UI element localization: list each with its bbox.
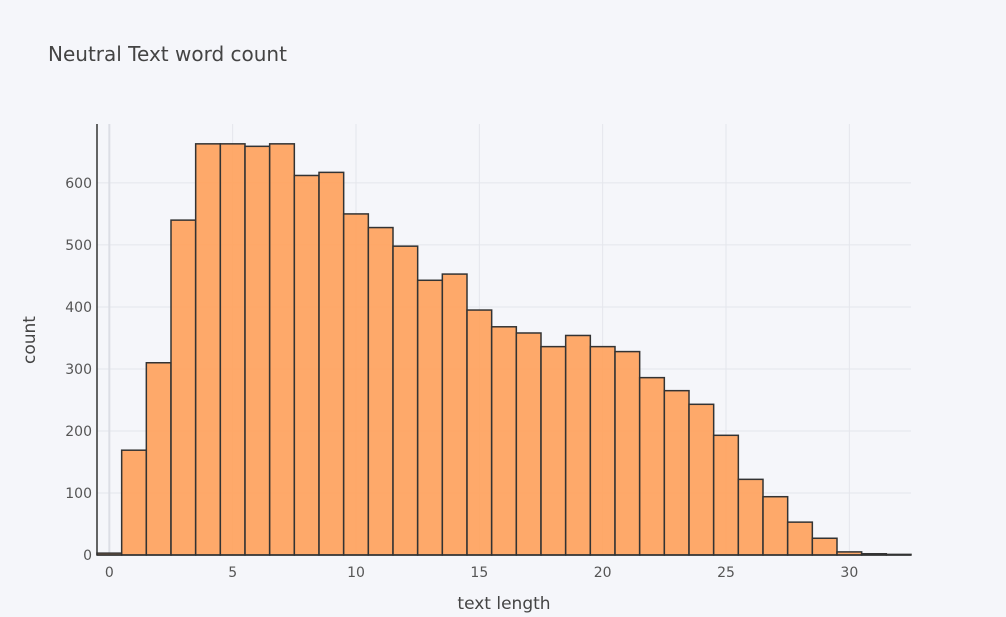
histogram-bar (515, 332, 542, 556)
histogram-bar (342, 213, 370, 556)
histogram-bar (392, 245, 419, 556)
histogram-bar (293, 174, 320, 556)
chart-title: Neutral Text word count (48, 42, 287, 66)
histogram-bar (786, 521, 814, 556)
histogram-bar (219, 143, 246, 556)
histogram-bar (244, 145, 271, 556)
y-tick-label: 600 (65, 176, 92, 192)
y-tick-label: 100 (65, 486, 92, 502)
x-tick-label: 10 (347, 565, 365, 581)
histogram-bar (441, 273, 468, 556)
x-axis-title: text length (457, 594, 550, 614)
histogram-bar (589, 345, 616, 556)
y-tick-label: 0 (83, 548, 92, 564)
histogram-bar (811, 537, 838, 556)
histogram-bar (416, 279, 444, 556)
x-tick-label: 5 (228, 565, 237, 581)
histogram-bar (762, 495, 789, 556)
y-tick-label: 300 (65, 362, 92, 378)
histogram-bar (712, 434, 740, 556)
histogram-bar (490, 326, 518, 556)
histogram-bar (120, 449, 148, 556)
y-tick-label: 400 (65, 300, 92, 316)
bars (96, 143, 912, 556)
x-tick-label: 25 (717, 565, 735, 581)
x-tick-label: 20 (594, 565, 612, 581)
y-tick-label: 200 (65, 424, 92, 440)
histogram-bar (145, 362, 172, 556)
histogram-bar (663, 389, 690, 556)
histogram-bar (466, 309, 493, 556)
x-tick-label: 30 (840, 565, 858, 581)
histogram-bar (367, 226, 394, 556)
histogram-bar (540, 345, 567, 556)
histogram-bar (268, 143, 296, 556)
histogram-bar (170, 219, 197, 556)
histogram-bar (194, 143, 222, 556)
histogram-bar (638, 376, 666, 556)
x-tick-label: 0 (105, 565, 114, 581)
histogram-bar (688, 403, 715, 556)
axes (96, 124, 911, 556)
histogram-bar (564, 334, 592, 556)
histogram-bar (614, 350, 641, 556)
histogram-bar (318, 171, 345, 556)
x-tick-label: 15 (470, 565, 488, 581)
y-tick-label: 500 (65, 238, 92, 254)
histogram-bar (737, 478, 764, 556)
y-axis-title: count (20, 316, 40, 364)
